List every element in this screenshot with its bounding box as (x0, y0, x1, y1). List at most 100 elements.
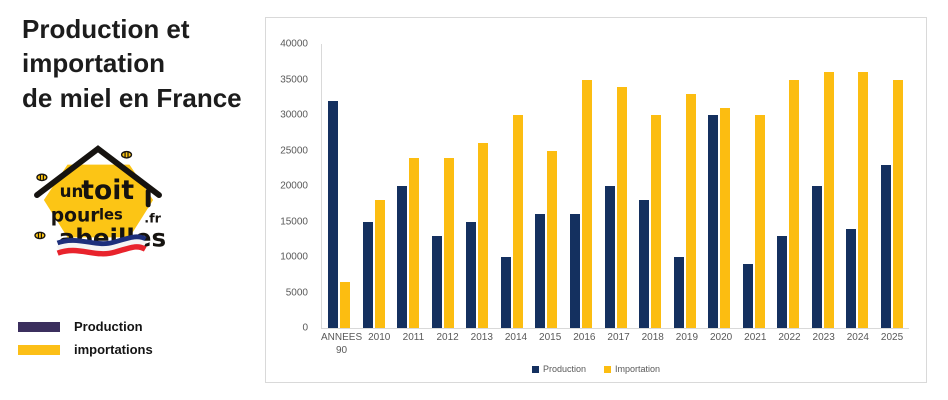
logo-word-pour: pour (51, 206, 101, 227)
logo-roof (34, 145, 162, 199)
x-tick-label-2012: 2012 (436, 332, 459, 343)
bar-production-2012 (431, 235, 442, 328)
bar-production-2019 (673, 257, 684, 328)
bar-production-2023 (811, 186, 822, 328)
x-tick-label-2013: 2013 (470, 332, 493, 343)
bar-production-2021 (742, 264, 753, 328)
plot-area (321, 44, 909, 329)
bar-production-2014 (500, 257, 511, 328)
title-line-1: Production et (22, 14, 190, 44)
bar-group-2022 (771, 44, 806, 328)
chart-legend: Production Importation (266, 364, 926, 374)
flag-ribbon-blue (56, 234, 147, 247)
chart-panel: 0 5000 10000 15000 20000 25000 30000 35000 40000… (265, 17, 927, 383)
bee-icon (36, 173, 48, 182)
bar-importation-2012 (443, 157, 454, 328)
x-tick-label-2011: 2011 (402, 332, 425, 343)
bee-icon (120, 150, 133, 159)
bee-icon (34, 231, 46, 240)
bar-group-2016 (564, 44, 599, 328)
bar-importation-2017 (616, 86, 627, 328)
legend-label: importations (74, 342, 153, 357)
bar-group-2013 (460, 44, 495, 328)
bar-importation-annees-90 (340, 281, 351, 328)
flag-ribbon-white (56, 239, 147, 252)
bar-importation-2022 (789, 79, 800, 328)
bar-production-2013 (466, 221, 477, 328)
bar-importation-2025 (892, 79, 903, 328)
legend-swatch (604, 365, 611, 373)
legend-swatch (18, 321, 60, 332)
bar-group-2018 (633, 44, 668, 328)
y-tick-label: 25000 (280, 145, 308, 156)
x-tick-label-2015: 2015 (539, 332, 562, 343)
side-legend-item-production: Production (18, 319, 153, 334)
bar-group-2021 (736, 44, 771, 328)
bar-group-2023 (805, 44, 840, 328)
bar-production-2020 (708, 115, 719, 328)
bar-production-annees-90 (328, 100, 339, 328)
logo-word-les: les (99, 207, 123, 224)
bar-group-2017 (598, 44, 633, 328)
title-line-2: importation (22, 48, 165, 79)
y-axis: 0 5000 10000 15000 20000 25000 30000 35000 40000 (266, 39, 314, 334)
bar-group-2020 (702, 44, 737, 328)
bar-production-2011 (397, 186, 408, 328)
y-tick-label: 20000 (280, 180, 308, 192)
flag-ribbon-red (56, 244, 147, 257)
bar-importation-2021 (754, 115, 765, 328)
bar-production-2015 (535, 214, 546, 328)
logo-hexagon (43, 164, 154, 238)
legend-swatch (531, 365, 539, 373)
x-tick-label-2018: 2018 (641, 332, 664, 343)
x-tick-label-2020: 2020 (709, 332, 733, 343)
x-tick-label-2022: 2022 (778, 332, 801, 343)
bar-production-2024 (846, 228, 857, 328)
x-tick-label-annees-90: ANNEES 90 (321, 332, 363, 356)
bar-production-2016 (569, 214, 580, 328)
x-tick-label-2023: 2023 (812, 332, 835, 343)
title-line-3: de miel en France (22, 82, 242, 113)
x-tick-label-2014: 2014 (504, 332, 528, 343)
bar-importation-2023 (823, 72, 834, 328)
logo: un toit pour les .fr abeilles (34, 145, 166, 257)
bar-importation-2016 (581, 79, 592, 328)
x-tick-label-2010: 2010 (368, 332, 391, 343)
chart-legend-item-importation: Importation (604, 364, 660, 374)
bar-group-2012 (426, 44, 461, 328)
logo-tld: .fr (144, 212, 161, 227)
x-tick-label-2025: 2025 (880, 332, 904, 343)
y-tick-label: 15000 (280, 216, 308, 227)
page-title: Production et importation de miel en Fra… (22, 12, 272, 115)
bar-group-2019 (667, 44, 702, 328)
bar-group-2015 (529, 44, 564, 328)
bar-production-2018 (639, 200, 650, 328)
bar-production-2017 (604, 186, 615, 328)
x-axis: ANNEES 90 2010 2011 2012 2013 2014 2015 2016 201… (321, 332, 909, 357)
y-tick-label: 40000 (280, 38, 308, 50)
bar-group-annees-90 (322, 44, 357, 328)
logo-word-un: un (60, 181, 84, 201)
chart-legend-item-production: Production (531, 364, 586, 374)
bar-importation-2013 (478, 143, 489, 328)
y-tick-label: 35000 (280, 74, 308, 85)
bar-group-2025 (875, 44, 910, 328)
bar-group-2011 (391, 44, 426, 328)
bar-importation-2024 (858, 72, 869, 328)
bar-importation-2015 (547, 150, 558, 328)
bar-production-2025 (880, 164, 891, 328)
legend-label: Production (74, 319, 143, 334)
bar-importation-2010 (374, 200, 385, 328)
legend-swatch (18, 344, 60, 355)
side-legend: Production importations (18, 319, 153, 365)
y-tick-label: 30000 (280, 109, 308, 121)
logo-word-toit: toit (81, 175, 134, 206)
bar-group-2010 (357, 44, 392, 328)
x-tick-label-2019: 2019 (675, 332, 699, 343)
y-tick-label: 5000 (285, 287, 308, 298)
y-tick-label: 0 (302, 322, 308, 334)
bar-importation-2019 (685, 93, 696, 328)
bar-importation-2014 (512, 115, 523, 328)
x-tick-label-2024: 2024 (846, 332, 869, 343)
